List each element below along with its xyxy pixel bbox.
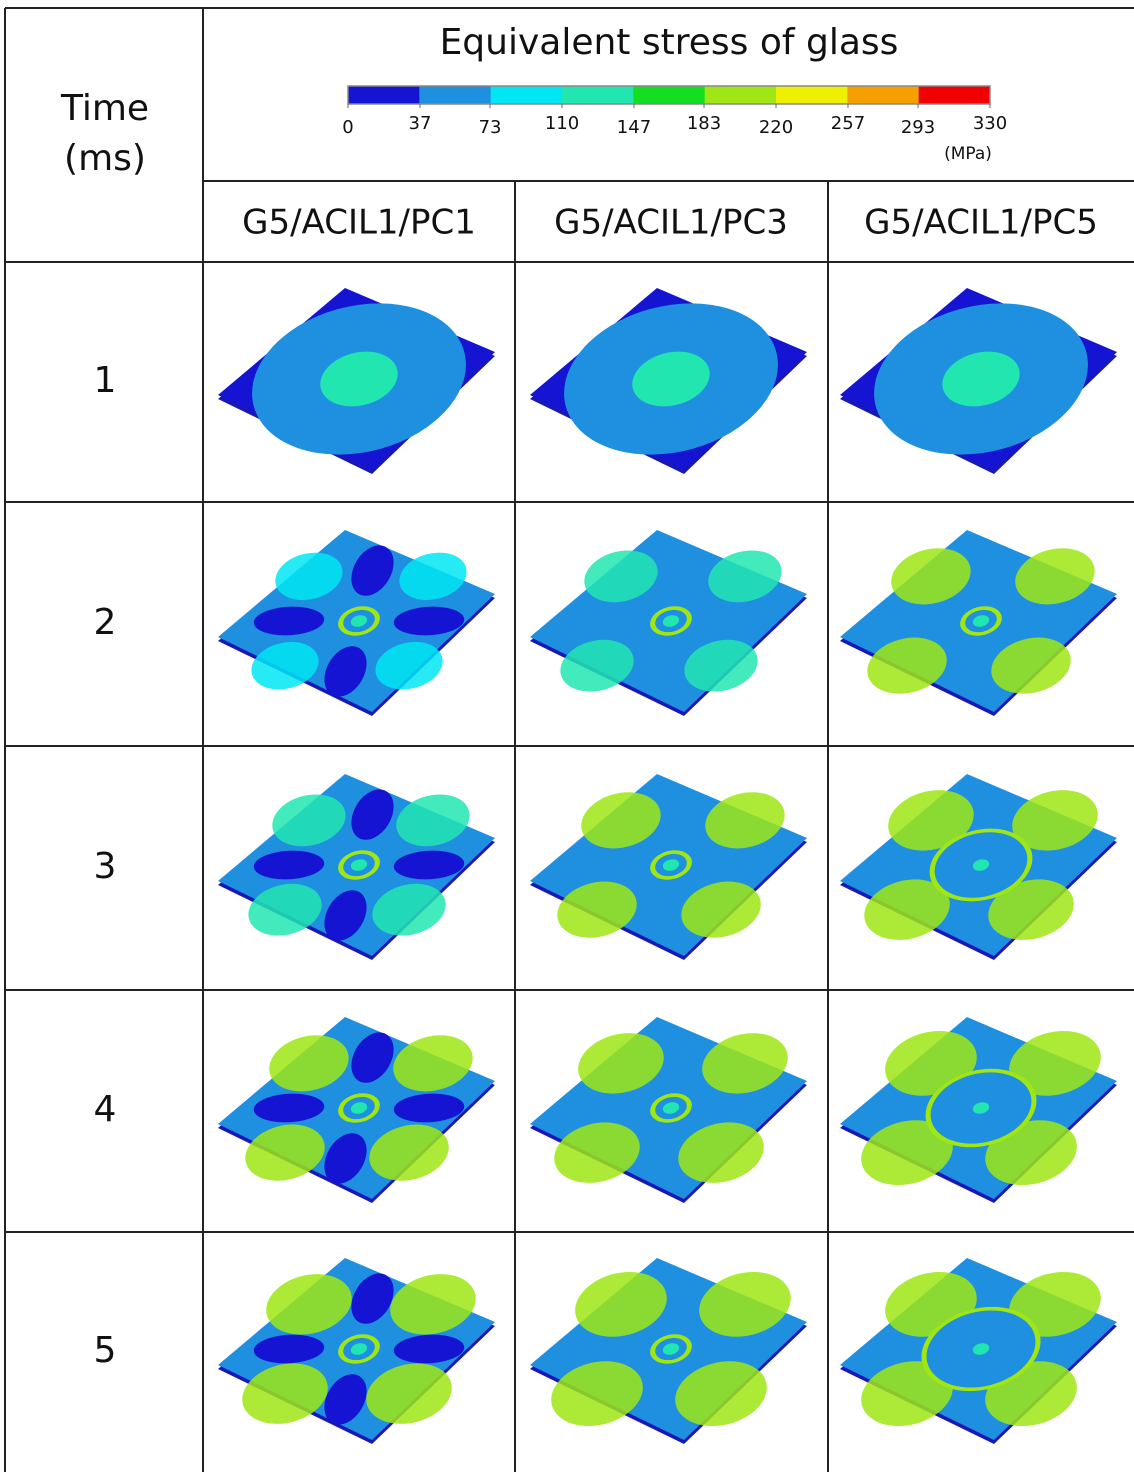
colorbar-tick-label: 73 <box>479 117 502 138</box>
colorbar-segment <box>562 86 634 104</box>
colorbar-segment <box>776 86 848 104</box>
row-label: 5 <box>94 1330 117 1371</box>
row-label: 2 <box>94 602 117 643</box>
colorbar-unit: (MPa) <box>944 144 992 164</box>
time-label: Time <box>60 88 149 129</box>
colorbar-tick-label: 110 <box>545 113 579 134</box>
colorbar-tick-label: 147 <box>617 117 651 138</box>
colorbar-tick-label: 183 <box>687 113 721 134</box>
row-label: 3 <box>94 846 117 887</box>
colorbar-tick-label: 257 <box>831 113 865 134</box>
column-header: G5/ACIL1/PC5 <box>864 203 1098 243</box>
column-header: G5/ACIL1/PC3 <box>554 203 788 243</box>
colorbar-tick-label: 330 <box>973 113 1007 134</box>
colorbar-tick-label: 293 <box>901 117 935 138</box>
row-label: 1 <box>94 360 117 401</box>
time-unit: (ms) <box>64 138 146 179</box>
column-header: G5/ACIL1/PC1 <box>242 203 476 243</box>
colorbar-segment <box>705 86 777 104</box>
colorbar-segment <box>419 86 491 104</box>
colorbar-tick-label: 220 <box>759 117 793 138</box>
colorbar-segment <box>919 86 991 104</box>
plate-pattern <box>234 1273 485 1424</box>
row-label: 4 <box>94 1089 117 1130</box>
colorbar-tick-label: 0 <box>342 117 353 138</box>
colorbar-segment <box>847 86 919 104</box>
title: Equivalent stress of glass <box>440 22 899 63</box>
colorbar-segment <box>633 86 705 104</box>
colorbar-segment <box>491 86 563 104</box>
figure-table: Time (ms) Equivalent stress of glass (MP… <box>0 0 1134 1472</box>
colorbar-segment <box>348 86 420 104</box>
colorbar-tick-label: 37 <box>409 113 432 134</box>
